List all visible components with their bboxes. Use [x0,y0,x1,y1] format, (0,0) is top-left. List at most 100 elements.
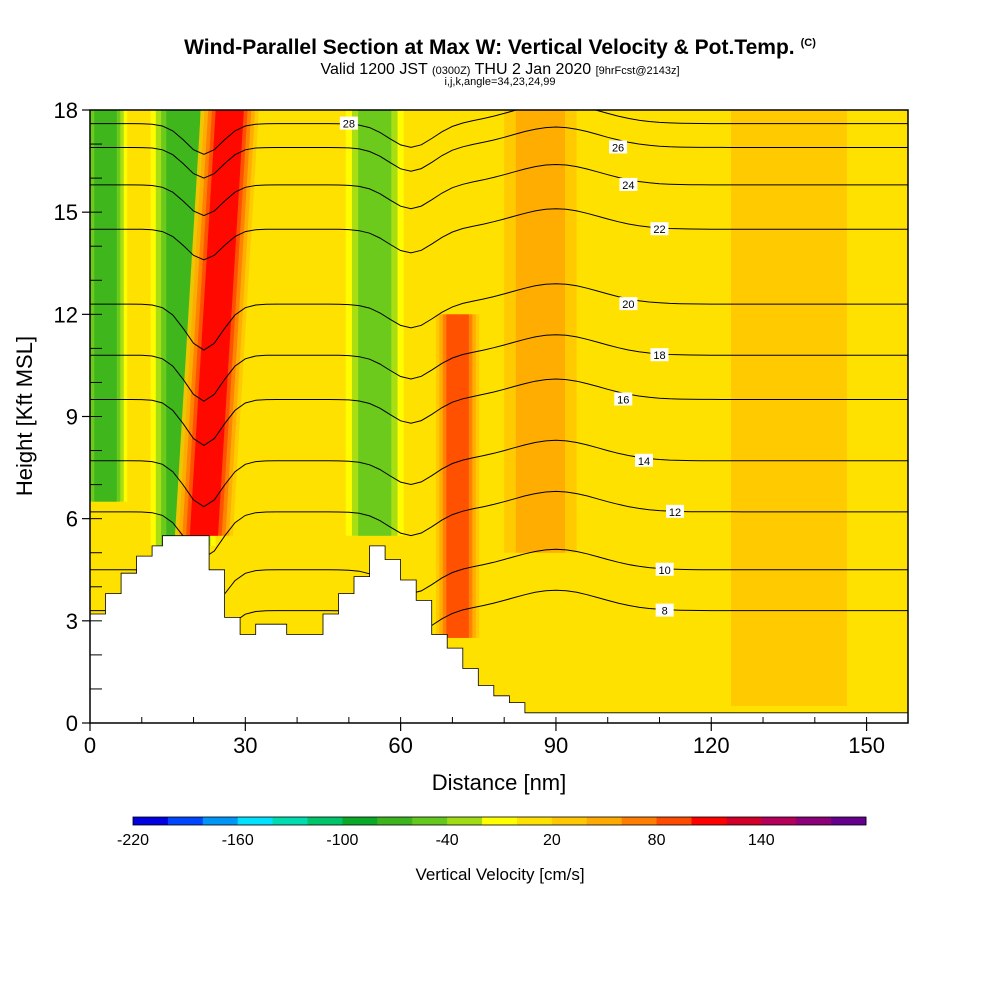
colorbar-swatch-9 [447,817,483,825]
colorbar-swatch-15 [656,817,692,825]
velocity-band-6-0 [730,110,847,706]
velocity-band-0-3 [94,110,117,502]
chart-indices: i,j,k,angle=34,23,24,99 [444,76,556,88]
theta-contour-12 [90,490,908,559]
colorbar-label: Vertical Velocity [cm/s] [415,865,584,884]
theta-label-bg [666,504,685,518]
theta-label-18: 18 [650,348,669,362]
y-tick-label-3: 3 [66,609,78,634]
colorbar-swatch-1 [167,817,204,825]
x-tick-label-150: 150 [848,733,885,758]
theta-contour-28 [90,110,908,155]
axes: 0 30 60 90 120 150 0 3 6 9 12 15 18 [54,98,909,758]
colorbar-swatch-3 [237,817,274,825]
theta-label-text: 12 [669,507,681,519]
theta-label-bg [614,392,633,406]
x-tick-label-60: 60 [388,733,412,758]
y-tick-label-15: 15 [54,200,78,225]
theta-label-bg [609,140,628,154]
theta-label-28: 28 [339,116,358,131]
theta-label-text: 26 [612,142,624,154]
theta-label-14: 14 [634,453,653,468]
theta-contour-20 [90,283,908,351]
colorbar-swatch-19 [796,817,832,825]
theta-label-text: 18 [653,350,665,362]
theta-label-12: 12 [666,504,685,519]
y-tick-label-9: 9 [66,405,78,430]
colorbar-swatch-2 [202,817,239,825]
colorbar-tick--160: -160 [222,832,254,849]
x-tick-label-90: 90 [544,733,568,758]
y-tick-label-12: 12 [54,302,78,327]
theta-label-text: 10 [659,565,671,577]
theta-label-26: 26 [609,140,628,154]
theta-contour-26 [90,126,908,179]
x-tick-label-30: 30 [233,733,257,758]
theta-label-bg [655,603,674,617]
colorbar-swatch-13 [586,817,623,825]
theta-contours: 8 10 12 14 16 18 20 22 24 26 28 [90,110,908,658]
y-tick-label-6: 6 [66,507,78,532]
colorbar-tick-80: 80 [648,832,666,849]
theta-label-bg [339,116,358,130]
theta-label-text: 16 [617,394,629,406]
colorbar-swatch-11 [516,817,553,825]
velocity-band-5-1 [515,110,566,553]
theta-label-bg [655,562,674,576]
theta-label-22: 22 [650,222,669,236]
colorbar-swatch-8 [412,817,448,825]
terrain [90,535,908,723]
colorbar-frame [132,816,867,826]
colorbar-swatch-14 [621,817,658,825]
colorbar-swatch-18 [761,817,797,825]
colorbar-swatch-7 [377,817,413,825]
velocity-band-3-2 [358,110,392,536]
colorbar-swatch-5 [307,817,343,825]
theta-label-20: 20 [619,297,638,311]
theta-contour-18 [90,334,908,402]
theta-contour-22 [90,208,908,261]
theta-contour-14 [90,439,908,508]
theta-label-text: 28 [343,119,355,131]
theta-label-8: 8 [655,603,674,618]
colorbar-swatch-6 [342,817,378,825]
x-tick-label-0: 0 [84,733,96,758]
colorbar: -220 -160 -100 -40 20 80 140 [117,816,867,849]
y-tick-label-18: 18 [54,98,78,123]
theta-contour-24 [90,163,908,217]
theta-label-bg [634,453,653,467]
x-tick-label-120: 120 [693,733,730,758]
theta-label-bg [619,297,638,311]
colorbar-tick--100: -100 [326,832,358,849]
y-tick-label-0: 0 [66,711,78,736]
theta-label-text: 24 [622,180,634,192]
x-axis-label: Distance [nm] [432,770,567,795]
plot-area: 8 10 12 14 16 18 20 22 24 26 28 [90,110,908,723]
theta-label-10: 10 [655,562,674,577]
colorbar-swatch-16 [691,817,727,825]
velocity-band-2-4 [189,110,244,536]
chart-title-mark: (C) [800,37,816,49]
chart-title: Wind-Parallel Section at Max W: Vertical… [0,36,1000,60]
colorbar-swatch-0 [133,817,169,825]
theta-label-24: 24 [619,177,638,192]
colorbar-swatch-17 [726,817,762,825]
theta-label-bg [650,348,669,362]
chart-subtitle: Valid 1200 JST (0300Z) THU 2 Jan 2020 [9… [0,61,1000,79]
colorbar-swatch-4 [272,817,309,825]
colorbar-swatch-20 [831,817,867,825]
theta-label-16: 16 [614,392,633,406]
colorbar-tick--220: -220 [117,832,149,849]
theta-label-text: 14 [638,456,650,468]
valid-date: THU 2 Jan 2020 [474,61,592,78]
colorbar-swatch-12 [551,817,588,825]
theta-contour-10 [90,548,908,617]
y-axis-label: Height [Kft MSL] [12,336,37,496]
theta-label-text: 22 [653,224,665,236]
colorbar-tick-20: 20 [543,832,561,849]
forecast-info: [9hrFcst@2143z] [595,65,680,77]
theta-label-text: 20 [622,299,634,311]
velocity-band-4-3 [446,314,469,638]
valid-utc: (0300Z) [431,65,471,77]
